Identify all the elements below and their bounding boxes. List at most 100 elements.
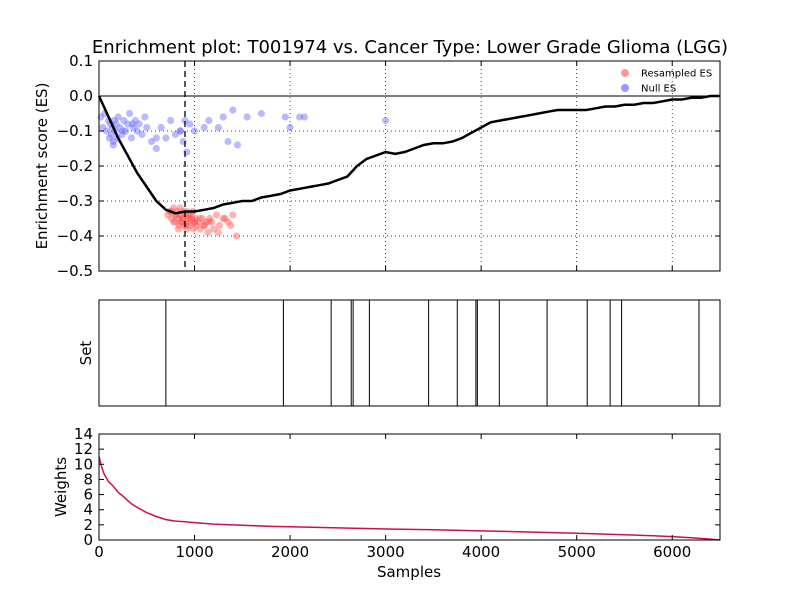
resampled-es-point [174,214,182,223]
null-es-point [125,109,134,118]
resampled-es-point [186,214,194,223]
resampled-es-point [194,218,202,226]
resampled-es-point [188,214,196,223]
legend-label-resampled: Resampled ES [641,69,712,80]
null-es-point [281,113,289,121]
resampled-es-point [210,225,218,233]
null-es-point [120,116,128,125]
weights-plot-frame [98,433,721,541]
weights-y-tick-label: 14 [74,425,93,443]
weights-y-tick-label: 10 [74,455,93,473]
null-es-point [124,120,132,128]
null-es-point [176,127,184,135]
x-tick-label: 2000 [271,543,309,561]
null-es-point [119,127,127,135]
resampled-es-point [215,221,223,230]
x-tick-label: 4000 [462,543,500,561]
resampled-es-point [212,211,221,219]
null-es-point [109,141,117,149]
resampled-es-point [187,211,195,219]
null-es-point [105,134,114,142]
null-es-point [205,116,213,125]
legend: Resampled ES Null ES [621,69,712,95]
resampled-es-point [190,218,199,226]
resampled-es-point [175,221,183,230]
x-axis-label: Samples [377,563,441,581]
null-es-point [107,130,116,139]
null-es-point [214,123,223,132]
null-es-point [233,141,242,149]
legend-marker-resampled [621,69,629,77]
weights-y-tick-label: 12 [74,440,93,458]
resampled-es-point [205,218,213,226]
null-es-point [131,116,139,125]
legend-marker-null [621,84,629,92]
null-es-point [135,120,143,128]
resampled-es-point [189,225,198,233]
resampled-es-point [221,214,229,223]
resampled-es-point [190,218,199,226]
resampled-es-point [187,218,195,226]
null-es-point [147,137,156,146]
resampled-es-point [185,211,193,219]
weights-y-tick-label: 0 [83,531,93,549]
resampled-es-point [183,225,191,233]
resampled-es-point [214,228,223,237]
es-y-tick-label: −0.4 [57,227,93,245]
resampled-es-point [229,211,237,219]
resampled-es-point [164,211,172,219]
null-es-point [176,127,184,135]
null-es-point [99,123,107,132]
null-es-point [116,123,124,132]
null-es-point [167,116,175,125]
resampled-es-point [174,225,182,233]
running-es-line [97,94,720,215]
resampled-es-point [200,221,208,230]
null-es-point [171,130,180,139]
resampled-es-point [208,218,216,226]
null-es-point [200,123,208,132]
weights-y-tick-label: 8 [83,470,93,488]
x-tick-label: 6000 [653,543,691,561]
resampled-es-point [202,218,210,226]
resampled-es-point [206,214,214,223]
es-plot-area [97,61,720,271]
es-y-tick-label: −0.2 [57,157,93,175]
weights-y-tick-label: 4 [83,501,93,519]
x-tick-label: 3000 [367,543,405,561]
null-es-point [122,127,130,135]
resampled-es-point [180,221,188,230]
null-es-point [382,116,390,125]
resampled-es-point [177,218,185,226]
resampled-es-point [169,218,178,226]
null-es-point [243,113,251,121]
null-es-point [162,134,170,142]
resampled-es-point [224,218,232,226]
resampled-es-point [178,218,186,226]
es-y-tick-label: 0.1 [69,52,93,70]
resampled-es-point [171,218,180,226]
resampled-es-point [227,221,235,230]
resampled-es-point [178,214,186,223]
null-es-point [296,113,304,121]
x-tick-label: 1000 [175,543,213,561]
resampled-es-point [186,221,194,230]
weights-y-tick-label: 6 [83,486,93,504]
set-plot-frame [98,299,721,407]
null-es-point [224,137,232,146]
resampled-es-point [169,204,178,212]
resampled-es-point [176,204,184,212]
null-es-point [157,123,165,132]
resampled-es-point [182,218,190,226]
resampled-es-point [184,214,192,223]
es-y-tick-label: −0.3 [57,192,93,210]
null-es-point [181,116,189,125]
weights-y-axis-label: Weights [52,457,70,517]
weights-y-tick-label: 2 [83,516,93,534]
null-es-point [112,120,120,128]
null-es-point [286,123,294,132]
resampled-es-point [204,228,212,237]
null-es-point [141,113,149,121]
